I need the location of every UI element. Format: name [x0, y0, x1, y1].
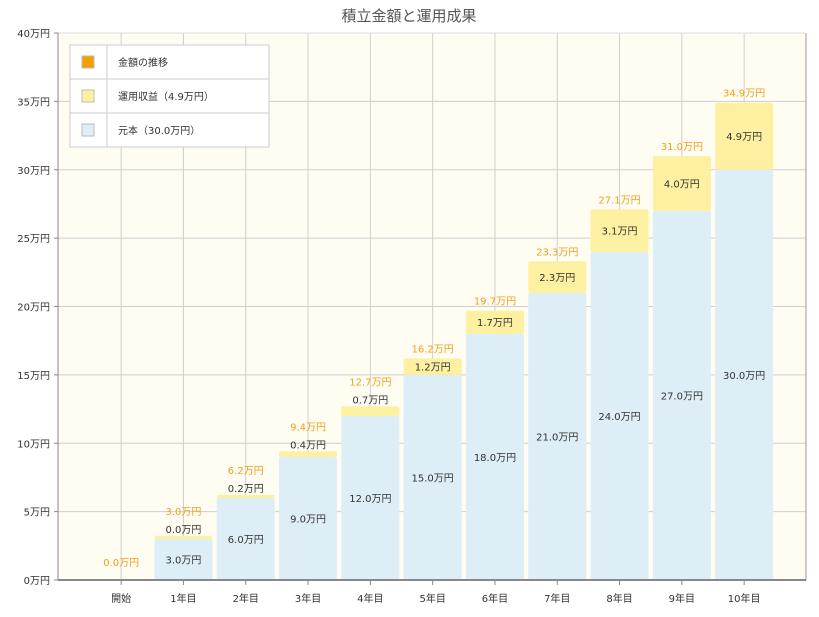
- bar-label-principal: 24.0万円: [598, 412, 640, 423]
- y-tick-label: 10万円: [17, 439, 50, 450]
- bar-profit: [403, 358, 462, 375]
- bar-principal: [652, 210, 711, 580]
- bar-label-profit: 0.7万円: [352, 395, 388, 406]
- bar-profit: [341, 406, 400, 416]
- bar-label-profit: 1.7万円: [477, 318, 513, 329]
- bar-principal: [528, 292, 587, 580]
- bar-profit: [590, 209, 649, 252]
- total-label: 27.1万円: [598, 195, 640, 206]
- bar-label-principal: 6.0万円: [228, 535, 264, 546]
- total-label: 31.0万円: [661, 142, 703, 153]
- bar-profit: [528, 261, 587, 293]
- legend-swatch-profit: [81, 89, 95, 103]
- x-tick-label: 3年目: [295, 592, 321, 605]
- x-tick-label: 5年目: [419, 592, 445, 605]
- legend-label-line: 金額の推移: [118, 56, 168, 69]
- total-label: 19.7万円: [474, 297, 516, 308]
- y-tick-label: 35万円: [17, 97, 50, 108]
- bar-label-profit: 3.1万円: [602, 227, 638, 238]
- x-tick-label: 2年目: [233, 592, 259, 605]
- bar-label-profit: 2.3万円: [539, 273, 575, 284]
- bar-label-profit: 4.0万円: [664, 179, 700, 190]
- bar-label-principal: 3.0万円: [165, 555, 201, 566]
- bar-profit: [715, 102, 774, 170]
- chart-title: 積立金額と運用成果: [341, 7, 476, 25]
- bar-label-principal: 30.0万円: [723, 371, 765, 382]
- bar-profit: [465, 310, 524, 334]
- bar-label-principal: 15.0万円: [412, 473, 454, 484]
- x-tick-label: 4年目: [357, 592, 383, 605]
- bar-profit: [279, 451, 338, 457]
- x-axis: 開始 1年目 2年目 3年目 4年目 5年目 6年目 7年目 8年目 9年目 10年目: [58, 579, 806, 605]
- y-tick-label: 20万円: [17, 303, 50, 314]
- bar-label-profit: 0.2万円: [228, 484, 264, 495]
- bar-principal: [341, 415, 400, 580]
- legend: 金額の推移 運用収益（4.9万円） 元本（30.0万円）: [69, 44, 270, 148]
- legend-box: [69, 44, 270, 148]
- bar-profit: [216, 494, 275, 498]
- bar-profit: [154, 535, 213, 539]
- total-label: 0.0万円: [103, 558, 139, 569]
- y-tick-label: 15万円: [17, 371, 50, 382]
- legend-label-profit: 運用収益（4.9万円）: [118, 90, 214, 103]
- bar-label-profit: 1.2万円: [415, 363, 451, 374]
- total-label: 34.9万円: [723, 89, 765, 100]
- y-tick-label: 0万円: [24, 576, 50, 587]
- x-tick-label: 開始: [111, 592, 131, 605]
- total-label: 23.3万円: [536, 247, 578, 258]
- bar-label-principal: 18.0万円: [474, 453, 516, 464]
- bar-series: 0.0万円 3.0万円 0.0万円 3.0万円 6.0万円 0.2万円 6.2万円 9.0万円…: [103, 89, 774, 581]
- bar-principal: [465, 333, 524, 580]
- y-tick-label: 25万円: [17, 234, 50, 245]
- bar-principal: [279, 456, 338, 580]
- bar-principal: [715, 169, 774, 580]
- total-label: 12.7万円: [349, 377, 391, 388]
- bar-label-profit: 0.0万円: [165, 525, 201, 536]
- legend-swatch-line: [81, 55, 95, 69]
- x-tick-label: 8年目: [606, 592, 632, 605]
- bar-principal: [154, 538, 213, 580]
- bar-label-principal: 27.0万円: [661, 391, 703, 402]
- y-tick-label: 40万円: [17, 29, 50, 40]
- x-tick-label: 10年目: [728, 592, 761, 605]
- bar-principal: [403, 374, 462, 580]
- total-label: 9.4万円: [290, 422, 326, 433]
- bar-label-principal: 9.0万円: [290, 514, 326, 525]
- legend-swatch-principal: [81, 123, 95, 137]
- bar-profit: [652, 156, 711, 211]
- bar-label-profit: 0.4万円: [290, 440, 326, 451]
- x-tick-label: 7年目: [544, 592, 570, 605]
- bar-principal: [216, 497, 275, 580]
- bar-principal: [590, 251, 649, 581]
- legend-label-principal: 元本（30.0万円）: [118, 124, 200, 137]
- bar-label-profit: 4.9万円: [726, 132, 762, 143]
- y-axis: 0万円 5万円 10万円 15万円 20万円 25万円 30万円 35万円 40万円: [17, 29, 59, 587]
- y-tick-label: 30万円: [17, 166, 50, 177]
- bar-label-principal: 12.0万円: [349, 494, 391, 505]
- total-label: 3.0万円: [165, 507, 201, 518]
- bar-label-principal: 21.0万円: [536, 432, 578, 443]
- total-label: 6.2万円: [228, 466, 264, 477]
- x-tick-label: 1年目: [170, 592, 196, 605]
- y-tick-label: 5万円: [24, 508, 50, 519]
- x-tick-label: 9年目: [669, 592, 695, 605]
- x-tick-label: 6年目: [482, 592, 508, 605]
- total-label: 16.2万円: [412, 344, 454, 355]
